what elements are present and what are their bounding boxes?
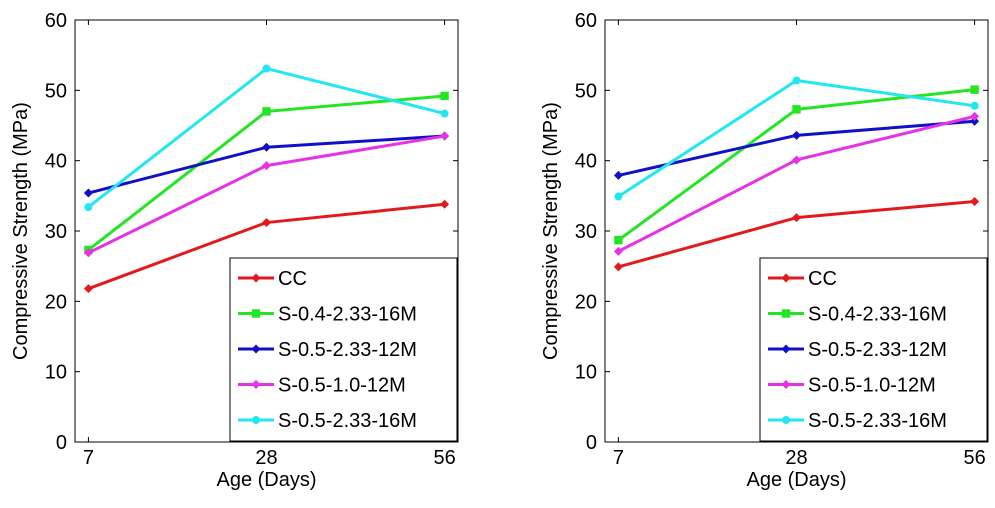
y-tick-label: 50 [575, 80, 597, 102]
data-point [792, 155, 801, 165]
data-point [614, 192, 623, 201]
legend-swatch-marker [252, 416, 260, 424]
data-point [262, 218, 271, 228]
series-S-0.5-2.33-12M [613, 116, 980, 180]
legend-label: S-0.5-2.33-16M [278, 410, 417, 432]
data-point [970, 101, 979, 110]
legend-label: S-0.4-2.33-16M [278, 304, 417, 326]
x-tick-label: 7 [83, 447, 94, 469]
legend-label: S-0.5-2.33-12M [808, 339, 947, 361]
y-tick-label: 20 [45, 291, 67, 313]
y-tick-label: 10 [45, 362, 67, 384]
legend-label: S-0.5-1.0-12M [278, 375, 406, 397]
legend-swatch-marker [781, 380, 791, 389]
legend-label: S-0.5-2.33-12M [278, 339, 417, 361]
y-tick-label: 30 [45, 221, 67, 243]
series-CC [613, 196, 980, 272]
legend-swatch-marker [781, 309, 791, 318]
series-line [618, 199, 975, 269]
series-S-0.5-2.33-16M [84, 64, 449, 212]
chart-panel-2: 0 10 20 30 40 50 60 7 28 56 Age (Days) Compressive … [540, 10, 989, 491]
legend: CC S-0.4-2.33-16M S-0.5-2.33-12M S-0.5-1.0-… [229, 257, 458, 442]
legend-label: CC [278, 268, 307, 290]
legend-swatch-marker [251, 380, 261, 389]
data-point [613, 246, 623, 256]
data-point [83, 284, 93, 294]
data-point [83, 248, 93, 258]
y-axis-label: Compressive Strength (MPa) [540, 102, 562, 360]
series-S-0.4-2.33-16M [84, 91, 449, 255]
data-point [83, 188, 93, 198]
series-CC [83, 199, 450, 294]
x-axis-label: Age (Days) [216, 469, 316, 491]
y-axis-label: Compressive Strength (MPa) [10, 102, 32, 360]
data-point [262, 64, 271, 73]
data-point [792, 105, 801, 114]
data-point [440, 109, 449, 118]
legend-label: S-0.5-1.0-12M [808, 375, 936, 397]
legend-label: CC [808, 268, 837, 290]
y-tick-label: 60 [45, 10, 67, 32]
x-tick-label: 28 [785, 447, 807, 469]
x-tick-label: 56 [433, 447, 455, 469]
legend-swatch-marker [781, 344, 791, 354]
data-point [262, 161, 271, 171]
data-point [970, 111, 980, 121]
legend-label: S-0.4-2.33-16M [808, 304, 947, 326]
data-point [262, 142, 271, 152]
legend-swatch-marker [251, 344, 261, 354]
legend-swatch-marker [781, 273, 791, 283]
y-tick-label: 10 [575, 362, 597, 384]
y-tick-label: 60 [575, 10, 597, 32]
data-point [970, 85, 979, 94]
data-point [262, 107, 271, 116]
data-point [792, 213, 801, 223]
data-point [970, 116, 980, 126]
x-tick-label: 7 [613, 447, 624, 469]
series-S-0.5-1.0-12M [613, 111, 980, 256]
x-axis-label: Age (Days) [746, 469, 846, 491]
series-line [87, 67, 445, 209]
series-S-0.5-1.0-12M [83, 131, 450, 258]
data-point [613, 170, 623, 180]
data-point [970, 196, 980, 206]
y-tick-label: 0 [586, 432, 597, 454]
data-point [613, 262, 623, 272]
y-tick-label: 0 [56, 432, 67, 454]
data-point [792, 76, 801, 85]
legend-label: S-0.5-2.33-16M [808, 410, 947, 432]
chart-panel-1: 0 10 20 30 40 50 60 7 28 56 Age (Days) Compressive … [10, 10, 459, 491]
x-tick-label: 28 [255, 447, 277, 469]
y-tick-label: 40 [45, 151, 67, 173]
data-point [84, 203, 93, 212]
legend-swatch-marker [782, 416, 790, 424]
y-tick-label: 40 [575, 151, 597, 173]
data-point [614, 235, 623, 245]
data-point [440, 91, 449, 101]
y-tick-label: 30 [575, 221, 597, 243]
series-line [87, 134, 445, 255]
x-tick-label: 56 [963, 447, 985, 469]
data-point [792, 130, 801, 140]
y-tick-label: 50 [45, 80, 67, 102]
y-tick-label: 20 [575, 291, 597, 313]
data-point [440, 131, 450, 141]
series-S-0.5-2.33-16M [614, 76, 979, 201]
data-point [440, 199, 450, 209]
legend: CC S-0.4-2.33-16M S-0.5-2.33-12M S-0.5-1.0-… [759, 257, 988, 442]
legend-swatch-marker [251, 273, 261, 283]
legend-swatch-marker [251, 309, 261, 318]
